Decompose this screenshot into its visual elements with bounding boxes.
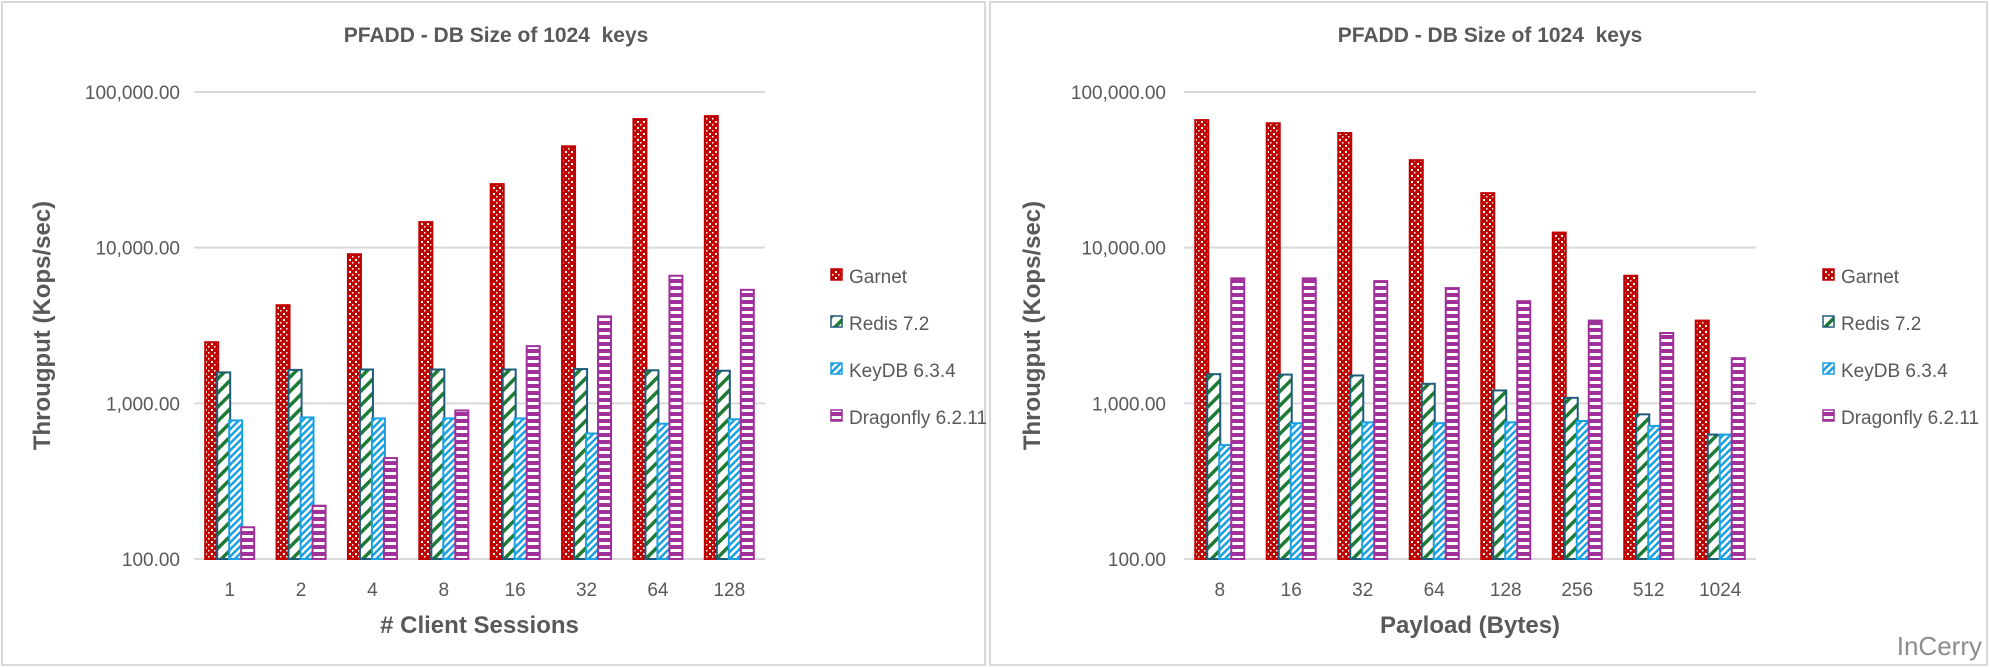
legend-swatch-keydb	[830, 362, 843, 375]
x-tick-label: 8	[1214, 580, 1225, 601]
x-tick-label: 1	[224, 580, 235, 601]
x-tick-label: 64	[647, 580, 669, 601]
bar-dragonfly-32	[1373, 280, 1389, 560]
y-tick-label: 100.00	[122, 550, 180, 571]
chart-panel-client-sessions: PFADD - DB Size of 1024 keys 100.00 1,000.…	[1, 1, 987, 666]
legend-swatch-dragonfly	[1822, 409, 1835, 422]
bar-keydb-1	[228, 419, 244, 560]
bar-garnet-128	[703, 115, 719, 561]
x-axis-title: # Client Sessions	[380, 612, 579, 639]
legend-label: KeyDB 6.3.4	[1841, 361, 1948, 382]
bar-dragonfly-32	[597, 315, 613, 560]
x-tick-label: 128	[713, 580, 745, 601]
watermark: InCerry	[1897, 631, 1982, 661]
x-tick-label: 64	[1424, 580, 1446, 601]
legend-swatch-garnet	[830, 268, 843, 281]
legend-label: Redis 7.2	[849, 314, 929, 335]
bar-dragonfly-64	[1444, 287, 1460, 560]
x-axis-title: Payload (Bytes)	[1380, 612, 1560, 639]
bar-garnet-32	[561, 145, 577, 560]
legend-swatch-redis	[830, 315, 843, 328]
bar-dragonfly-4	[382, 457, 398, 560]
bar-garnet-64	[1408, 159, 1424, 560]
chart-title: PFADD - DB Size of 1024 keys	[1338, 24, 1643, 47]
y-tick-label: 10,000.00	[95, 239, 180, 260]
bar-dragonfly-16	[1301, 277, 1317, 560]
bar-garnet-64	[632, 118, 648, 561]
legend-swatch-dragonfly	[830, 409, 843, 422]
bar-dragonfly-1024	[1730, 357, 1746, 560]
x-tick-label: 4	[367, 580, 378, 601]
bar-keydb-2	[299, 416, 315, 560]
x-tick-label: 512	[1633, 580, 1665, 601]
x-tick-label: 1024	[1699, 580, 1742, 601]
chart-panel-payload: PFADD - DB Size of 1024 keys 100.00 1,000.…	[989, 1, 1988, 666]
x-tick-label: 128	[1490, 580, 1522, 601]
y-tick-label: 100,000.00	[85, 83, 180, 104]
y-axis-title: Througput (Kops/sec)	[29, 201, 56, 450]
y-axis-title: Througput (Kops/sec)	[1019, 201, 1046, 450]
bar-dragonfly-8	[454, 409, 470, 560]
bar-dragonfly-256	[1587, 319, 1603, 561]
y-tick-label: 1,000.00	[1092, 394, 1166, 415]
legend-label: KeyDB 6.3.4	[849, 361, 956, 382]
x-tick-label: 2	[296, 580, 307, 601]
bar-garnet-256	[1551, 231, 1567, 561]
y-tick-label: 1,000.00	[106, 394, 180, 415]
bar-dragonfly-2	[311, 504, 327, 560]
bar-dragonfly-64	[668, 274, 684, 560]
x-tick-label: 256	[1561, 580, 1593, 601]
chart-title: PFADD - DB Size of 1024 keys	[344, 24, 649, 47]
bar-garnet-32	[1337, 132, 1353, 560]
bar-dragonfly-128	[1516, 300, 1532, 560]
x-tick-label: 32	[1352, 580, 1373, 601]
bar-dragonfly-1	[240, 526, 256, 561]
legend-swatch-keydb	[1822, 362, 1835, 375]
x-tick-label: 8	[439, 580, 450, 601]
bar-dragonfly-512	[1659, 332, 1675, 560]
bar-dragonfly-8	[1230, 277, 1246, 560]
legend-swatch-garnet	[1822, 268, 1835, 281]
legend-label: Dragonfly 6.2.11	[849, 408, 987, 429]
x-tick-label: 16	[1281, 580, 1302, 601]
y-tick-label: 10,000.00	[1081, 239, 1166, 260]
bar-garnet-8	[1194, 119, 1210, 560]
x-tick-label: 32	[576, 580, 597, 601]
bar-garnet-16	[1265, 122, 1281, 560]
legend-label: Redis 7.2	[1841, 314, 1921, 335]
y-tick-label: 100,000.00	[1071, 83, 1166, 104]
legend-label: Garnet	[1841, 267, 1900, 288]
legend-label: Garnet	[849, 267, 908, 288]
x-tick-label: 16	[505, 580, 526, 601]
bar-dragonfly-16	[525, 345, 541, 560]
legend-swatch-redis	[1822, 315, 1835, 328]
bar-dragonfly-128	[739, 288, 755, 560]
legend-label: Dragonfly 6.2.11	[1841, 408, 1979, 429]
y-tick-label: 100.00	[1108, 550, 1166, 571]
bar-garnet-128	[1480, 192, 1496, 561]
